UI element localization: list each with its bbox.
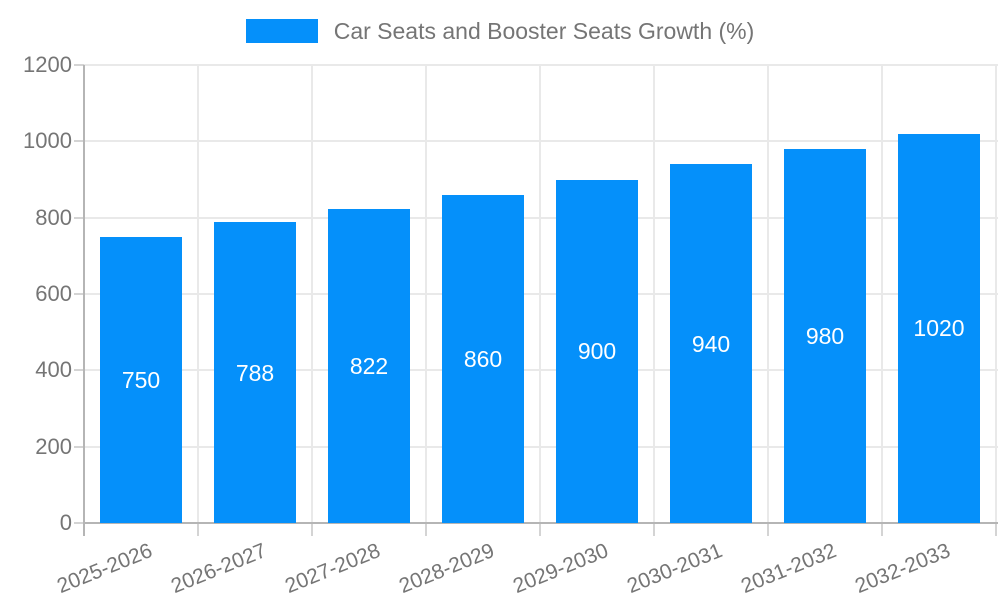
gridline-horizontal: [84, 293, 998, 295]
y-axis-tick: [74, 445, 84, 448]
gridline-horizontal: [84, 216, 998, 219]
bar[interactable]: [784, 148, 866, 523]
bar[interactable]: [898, 133, 980, 523]
y-axis-tick: [74, 216, 84, 219]
x-axis-line: [84, 522, 998, 524]
bar[interactable]: [442, 194, 524, 523]
bar-value-label: 860: [463, 345, 503, 372]
y-axis-tick: [74, 522, 84, 524]
bar-value-label: 788: [235, 359, 275, 386]
gridline-vertical: [995, 65, 997, 523]
y-axis-tick: [74, 293, 84, 295]
legend-label: Car Seats and Booster Seats Growth (%): [333, 17, 755, 44]
gridline-vertical: [767, 65, 769, 523]
x-axis-tick: [653, 523, 655, 536]
x-axis-tick: [767, 523, 769, 536]
y-axis-tick-label: 200: [35, 433, 72, 459]
y-axis-tick: [74, 64, 84, 66]
x-axis-tick: [881, 523, 883, 536]
gridline-vertical: [425, 65, 427, 523]
gridline-vertical: [311, 65, 313, 523]
x-axis-tick: [311, 523, 313, 536]
bar[interactable]: [100, 236, 182, 523]
bar-value-label: 822: [349, 353, 389, 380]
gridline-horizontal: [84, 140, 998, 143]
y-axis-tick-label: 600: [35, 281, 72, 306]
bar-value-label: 940: [691, 330, 731, 357]
bar[interactable]: [556, 179, 638, 523]
bar[interactable]: [328, 209, 410, 523]
bar-value-label: 1020: [913, 315, 965, 342]
chart-legend: Car Seats and Booster Seats Growth (%): [0, 16, 1000, 46]
bar[interactable]: [214, 222, 296, 523]
bar-value-label: 750: [121, 366, 161, 393]
y-axis-tick-label: 400: [35, 357, 72, 383]
gridline-vertical: [653, 65, 655, 523]
x-axis-tick: [539, 523, 541, 536]
y-axis-tick-label: 0: [59, 510, 72, 535]
bar-value-label: 900: [577, 338, 617, 365]
y-axis-tick-label: 1200: [23, 52, 72, 77]
y-axis-tick: [74, 140, 84, 143]
bar[interactable]: [670, 164, 752, 523]
x-axis-tick: [995, 523, 997, 536]
x-axis-tick: [197, 523, 199, 536]
gridline-horizontal: [84, 369, 998, 372]
bar-value-label: 980: [805, 322, 845, 349]
y-axis-line: [83, 65, 85, 536]
y-axis-tick: [74, 369, 84, 372]
x-axis-tick: [425, 523, 427, 536]
y-axis-tick-label: 800: [35, 204, 72, 230]
y-axis-tick-label: 1000: [23, 128, 72, 154]
gridline-horizontal: [84, 64, 998, 66]
gridline-vertical: [197, 65, 199, 523]
gridline-vertical: [539, 65, 541, 523]
legend-swatch: [245, 19, 318, 43]
gridline-vertical: [881, 65, 883, 523]
gridline-horizontal: [84, 445, 998, 448]
